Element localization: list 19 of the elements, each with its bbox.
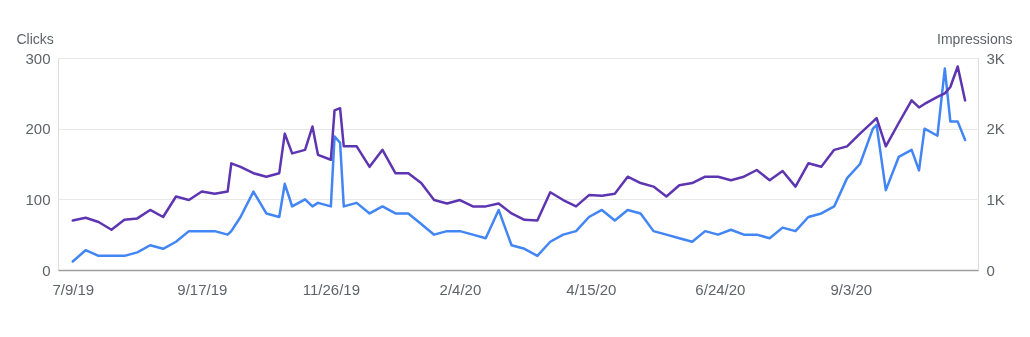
x-tick-label: 4/15/20: [566, 280, 617, 298]
y2-tick-label: 0: [986, 261, 995, 279]
y-tick-label: 300: [25, 49, 51, 67]
line-series: [71, 65, 967, 231]
x-tick-label: 2/4/20: [439, 280, 482, 298]
y-tick-label: 0: [42, 261, 51, 279]
y2-tick-label: 1K: [986, 190, 1005, 208]
y-tick-label: 200: [25, 120, 51, 138]
y2-axis-title: Impressions: [937, 30, 1013, 47]
y2-tick-label: 2K: [986, 120, 1005, 138]
y-tick-label: 100: [25, 190, 51, 208]
line-series: [71, 67, 967, 263]
x-tick-label: 9/17/19: [177, 280, 228, 298]
x-tick-label: 11/26/19: [302, 280, 361, 298]
y-axis-title: Clicks: [16, 30, 54, 47]
x-tick-label: 6/24/20: [695, 280, 746, 298]
y2-tick-label: 3K: [986, 49, 1005, 67]
x-tick-label: 9/3/20: [830, 280, 873, 298]
x-tick-label: 7/9/19: [52, 280, 95, 298]
